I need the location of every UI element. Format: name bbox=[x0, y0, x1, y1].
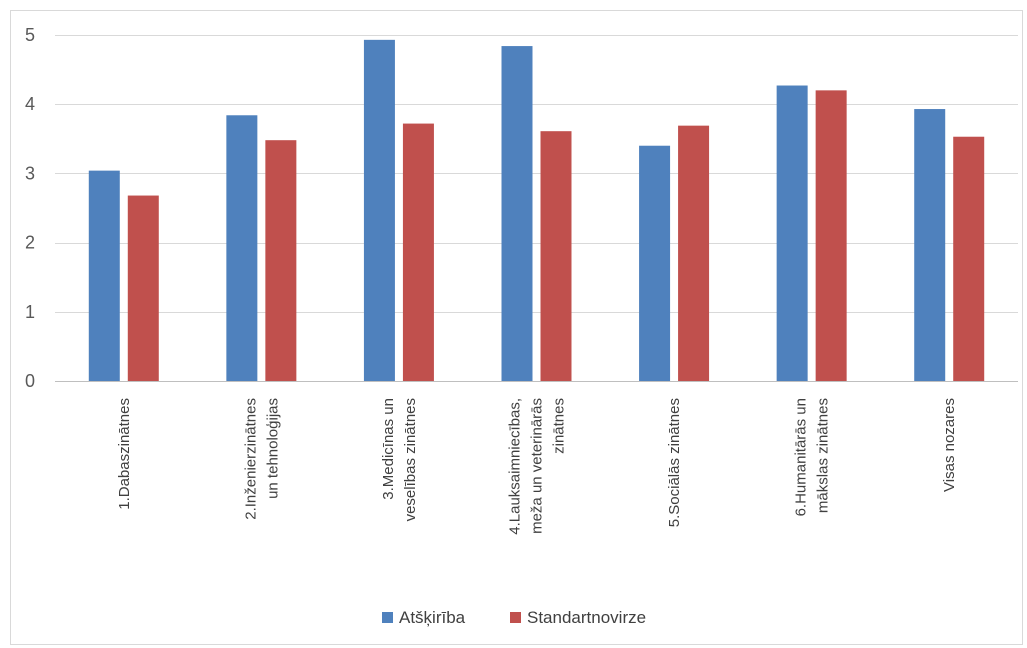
bar-atskiriba bbox=[501, 46, 533, 382]
bar-standartnovirze bbox=[953, 136, 985, 381]
bars bbox=[88, 39, 985, 382]
y-tick-label: 1 bbox=[25, 302, 35, 322]
category-label-line: 1.Dabaszinātnes bbox=[116, 398, 133, 510]
bar-atskiriba bbox=[363, 39, 395, 382]
legend-swatch bbox=[510, 612, 521, 623]
legend-swatch bbox=[382, 612, 393, 623]
category-label-line: meža un veterinārās bbox=[529, 398, 546, 534]
gridlines bbox=[55, 35, 1018, 382]
y-tick-label: 2 bbox=[25, 233, 35, 253]
bar-standartnovirze bbox=[265, 140, 297, 381]
category-label: Visas nozares bbox=[941, 398, 958, 492]
category-label-line: Visas nozares bbox=[941, 398, 958, 492]
bar-atskiriba bbox=[776, 85, 808, 382]
category-label-line: 5.Sociālās zinātnes bbox=[666, 398, 683, 527]
category-labels: 1.Dabaszinātnes 2.Inženierzinātnes un tehn… bbox=[116, 398, 958, 535]
category-label-line: mākslas zinātnes bbox=[815, 398, 832, 513]
category-label: 2.Inženierzinātnes un tehnoloģijas bbox=[242, 398, 281, 520]
legend-label: Standartnovirze bbox=[527, 608, 646, 627]
category-label-line: 2.Inženierzinātnes bbox=[242, 398, 259, 520]
legend: Atšķirība Standartnovirze bbox=[382, 608, 646, 627]
y-tick-label: 5 bbox=[25, 25, 35, 45]
category-label: 3.Medicīnas un veselības zinātnes bbox=[380, 398, 419, 521]
category-label: 1.Dabaszinātnes bbox=[116, 398, 133, 510]
y-axis-ticks: 0 1 2 3 4 5 bbox=[25, 25, 35, 391]
bar-atskiriba bbox=[88, 170, 120, 381]
bar-atskiriba bbox=[226, 115, 258, 381]
category-label: 6.Humanitārās un mākslas zinātnes bbox=[793, 398, 832, 516]
category-label-line: 3.Medicīnas un bbox=[380, 398, 397, 500]
category-label: 4.Lauksaimniecības, meža un veterinārās zi… bbox=[507, 398, 568, 535]
category-label: 5.Sociālās zinātnes bbox=[666, 398, 683, 527]
category-label-line: 6.Humanitārās un bbox=[793, 398, 810, 516]
bar-atskiriba bbox=[914, 109, 946, 381]
bar-atskiriba bbox=[639, 145, 671, 381]
category-label-line: veselības zinātnes bbox=[402, 398, 419, 521]
y-tick-label: 4 bbox=[25, 94, 35, 114]
bar-standartnovirze bbox=[815, 90, 847, 382]
bar-standartnovirze bbox=[678, 125, 710, 381]
category-label-line: zinātnes bbox=[551, 398, 568, 454]
category-label-line: un tehnoloģijas bbox=[264, 398, 281, 499]
legend-label: Atšķirība bbox=[399, 608, 466, 627]
category-label-line: 4.Lauksaimniecības, bbox=[507, 398, 524, 535]
bar-standartnovirze bbox=[402, 123, 434, 382]
bar-standartnovirze bbox=[540, 131, 572, 381]
bar-standartnovirze bbox=[127, 195, 159, 381]
y-tick-label: 0 bbox=[25, 371, 35, 391]
y-tick-label: 3 bbox=[25, 163, 35, 183]
